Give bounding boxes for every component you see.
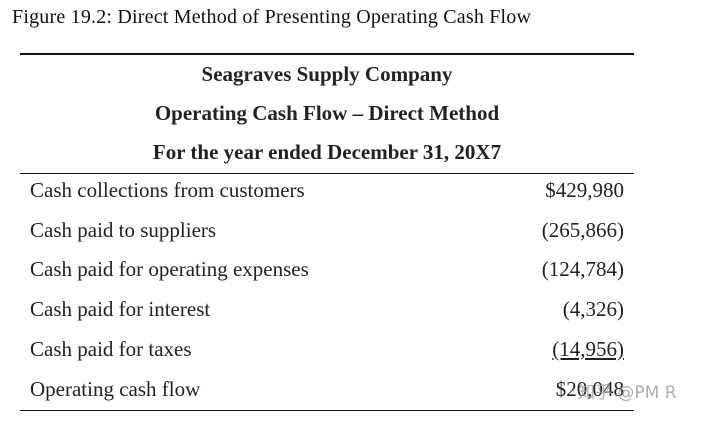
- table-row: Cash collections from customers $429,980: [20, 178, 624, 214]
- row-label: Cash collections from customers: [30, 178, 305, 202]
- table-row: Cash paid to suppliers (265,866): [20, 218, 624, 254]
- row-label: Cash paid to suppliers: [30, 217, 217, 242]
- table-row: Cash paid for operating expenses (124,784…: [20, 257, 624, 293]
- row-value: $429,980: [545, 178, 624, 202]
- header-line: For the year ended December 31, 20X7: [152, 140, 502, 164]
- header-line: Operating Cash Flow – Direct Method: [154, 101, 500, 125]
- row-value: (265,866): [541, 217, 624, 242]
- row-value: (4,326): [562, 297, 624, 322]
- watermark: 知乎 @PM R: [578, 383, 677, 403]
- bottom-rule: [20, 410, 634, 411]
- row-label: Operating cash flow: [30, 376, 201, 401]
- table-row: Cash paid for taxes (14,956): [20, 337, 624, 373]
- row-value: $20,048: [555, 376, 624, 401]
- table-row: Cash paid for interest (4,326): [20, 297, 624, 333]
- top-rule: [20, 53, 634, 55]
- figure-title: Figure 19.2: Direct Method of Presenting…: [12, 6, 532, 28]
- row-label: Cash paid for operating expenses: [30, 257, 309, 282]
- row-value: (124,784): [541, 257, 624, 282]
- table-row: Operating cash flow $20,048: [20, 377, 624, 413]
- row-label: Cash paid for taxes: [30, 336, 192, 361]
- header-line: Seagraves Supply Company: [201, 62, 453, 86]
- row-label: Cash paid for interest: [30, 297, 211, 322]
- header-rule: [20, 173, 634, 174]
- row-value: (14,956): [552, 336, 624, 361]
